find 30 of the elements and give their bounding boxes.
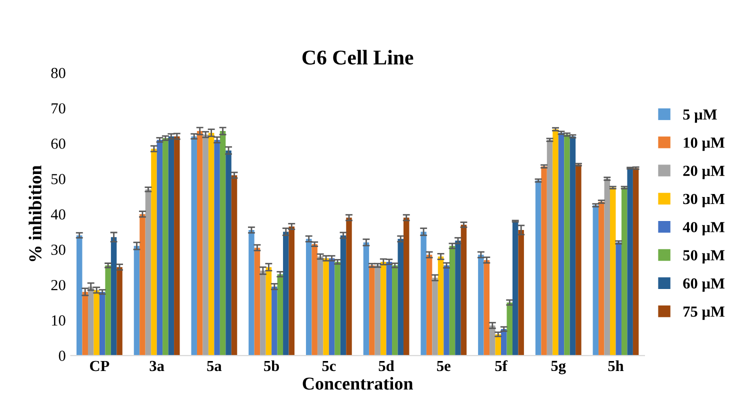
x-axis-title: Concentration: [302, 377, 413, 390]
legend-label: 20 µM: [683, 166, 724, 180]
y-tick-label: 40: [50, 209, 66, 220]
y-tick-label: 0: [58, 350, 66, 361]
x-tick-label: 5f: [495, 360, 508, 372]
x-tick-label: 5c: [322, 360, 336, 372]
y-tick-label: 80: [51, 68, 66, 78]
y-tick-label: 20: [51, 280, 66, 290]
x-tick-label: 5e: [437, 360, 450, 372]
legend-label: 40 µM: [682, 222, 724, 236]
y-tick-label: 10: [52, 315, 66, 326]
x-tick-label: 5a: [207, 360, 222, 372]
legend-label: 5 µM: [683, 110, 717, 123]
legend-label: 75 µM: [683, 306, 724, 320]
legend-label: 30 µM: [683, 194, 724, 208]
x-tick-label: CP: [90, 360, 110, 372]
legend-label: 10 µM: [684, 138, 724, 151]
y-tick-label: 70: [52, 103, 66, 114]
y-tick-label: 60: [51, 138, 66, 149]
x-tick-label: 5b: [264, 360, 279, 372]
legend-label: 50 µM: [683, 250, 724, 264]
legend-label: 60 µM: [683, 278, 724, 292]
y-tick-label: 30: [51, 244, 66, 255]
x-tick-label: 3a: [150, 360, 164, 372]
y-axis-title: % inhibition: [28, 165, 42, 262]
x-tick-label: 5d: [378, 360, 394, 372]
chart-title: C6 Cell Line: [302, 50, 414, 65]
x-tick-label: 5g: [551, 360, 566, 374]
y-tick-label: 50: [52, 174, 66, 184]
x-tick-label: 5h: [608, 360, 624, 372]
